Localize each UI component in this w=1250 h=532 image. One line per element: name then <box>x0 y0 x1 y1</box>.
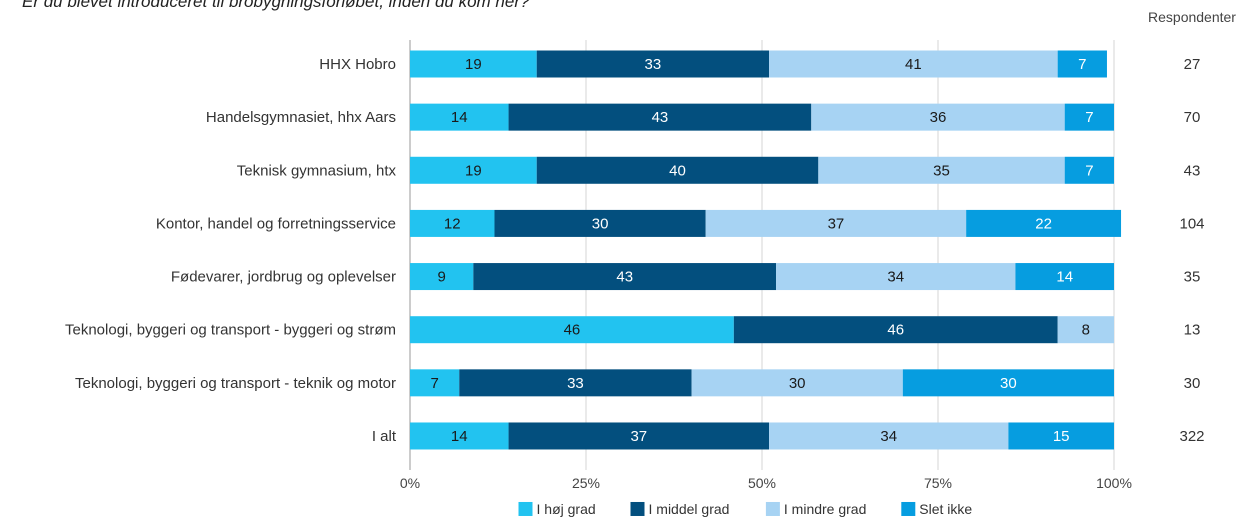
data-label: 14 <box>451 109 468 126</box>
data-label: 41 <box>905 56 922 73</box>
data-label: 30 <box>592 215 609 232</box>
category-label: HHX Hobro <box>319 56 396 73</box>
data-label: 33 <box>645 56 662 73</box>
data-label: 37 <box>630 428 647 445</box>
respondents-count: 35 <box>1184 269 1201 286</box>
x-tick-label: 0% <box>400 475 420 491</box>
x-tick-label: 75% <box>924 475 952 491</box>
data-label: 19 <box>465 56 482 73</box>
data-label: 34 <box>880 428 897 445</box>
legend-label: I høj grad <box>537 501 596 517</box>
legend-swatch <box>901 502 915 516</box>
data-label: 36 <box>930 109 947 126</box>
data-label: 46 <box>564 322 581 339</box>
x-tick-label: 100% <box>1096 475 1132 491</box>
data-label: 43 <box>652 109 669 126</box>
category-label: Handelsgymnasiet, hhx Aars <box>206 109 396 126</box>
data-label: 37 <box>828 215 845 232</box>
data-label: 33 <box>567 375 584 392</box>
data-label: 9 <box>438 269 446 286</box>
legend-label: I mindre grad <box>784 501 866 517</box>
data-label: 43 <box>616 269 633 286</box>
data-label: 35 <box>933 162 950 179</box>
respondents-count: 70 <box>1184 109 1201 126</box>
respondents-count: 322 <box>1179 428 1204 445</box>
legend-label: I middel grad <box>649 501 730 517</box>
data-label: 7 <box>1085 162 1093 179</box>
data-label: 30 <box>789 375 806 392</box>
data-label: 34 <box>887 269 904 286</box>
data-label: 7 <box>1085 109 1093 126</box>
category-label: Fødevarer, jordbrug og oplevelser <box>171 269 396 286</box>
data-label: 7 <box>1078 56 1086 73</box>
data-label: 22 <box>1035 215 1052 232</box>
x-tick-label: 25% <box>572 475 600 491</box>
data-label: 8 <box>1082 322 1090 339</box>
respondents-count: 43 <box>1184 162 1201 179</box>
respondents-count: 104 <box>1179 215 1204 232</box>
category-label: Teknisk gymnasium, htx <box>237 162 397 179</box>
data-label: 12 <box>444 215 461 232</box>
data-label: 46 <box>887 322 904 339</box>
category-label: Teknologi, byggeri og transport - teknik… <box>75 375 396 392</box>
respondents-header: Respondenter <box>1148 9 1236 25</box>
legend-swatch <box>766 502 780 516</box>
respondents-count: 27 <box>1184 56 1201 73</box>
data-label: 40 <box>669 162 686 179</box>
legend-swatch <box>631 502 645 516</box>
data-label: 19 <box>465 162 482 179</box>
respondents-count: 30 <box>1184 375 1201 392</box>
category-label: I alt <box>372 428 397 445</box>
category-label: Kontor, handel og forretningsservice <box>156 215 396 232</box>
data-label: 30 <box>1000 375 1017 392</box>
data-label: 14 <box>451 428 468 445</box>
data-label: 15 <box>1053 428 1070 445</box>
legend-swatch <box>519 502 533 516</box>
legend-label: Slet ikke <box>919 501 972 517</box>
respondents-count: 13 <box>1184 322 1201 339</box>
category-label: Teknologi, byggeri og transport - bygger… <box>65 322 396 339</box>
data-label: 14 <box>1056 269 1073 286</box>
data-label: 7 <box>430 375 438 392</box>
x-tick-label: 50% <box>748 475 776 491</box>
